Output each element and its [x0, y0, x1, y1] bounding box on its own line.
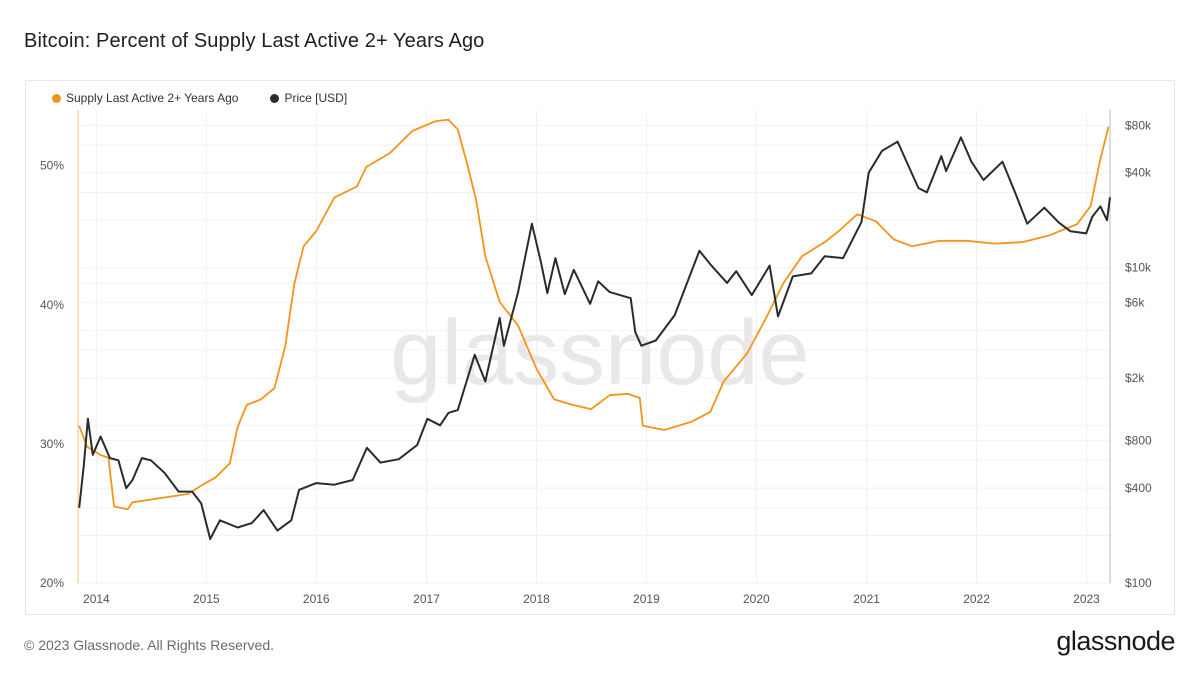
- legend-item-supply[interactable]: Supply Last Active 2+ Years Ago: [52, 91, 238, 105]
- chart-legend: Supply Last Active 2+ Years Ago Price [U…: [52, 91, 347, 105]
- x-tick-label: 2023: [1073, 592, 1100, 606]
- legend-label-price: Price [USD]: [284, 91, 348, 105]
- grid-lines: [78, 110, 1110, 584]
- x-tick-label: 2016: [303, 592, 330, 606]
- legend-dot-supply: [52, 93, 61, 103]
- series-lines: [78, 118, 1111, 540]
- series-line-supply: [78, 118, 1110, 511]
- legend-label-supply: Supply Last Active 2+ Years Ago: [66, 91, 239, 105]
- y-left-tick-label: 40%: [40, 298, 64, 312]
- series-line-price: [78, 136, 1111, 540]
- y-left-tick-label: 30%: [40, 437, 64, 451]
- y-right-tick-label: $40k: [1125, 166, 1152, 180]
- x-tick-label: 2015: [193, 592, 220, 606]
- y-right-tick-label: $800: [1125, 434, 1152, 448]
- legend-item-price[interactable]: Price [USD]: [270, 91, 347, 105]
- legend-dot-price: [270, 93, 280, 103]
- x-tick-label: 2017: [413, 592, 440, 606]
- x-tick-label: 2021: [853, 592, 880, 606]
- x-tick-label: 2019: [633, 592, 660, 606]
- x-tick-label: 2014: [83, 592, 110, 606]
- y-right-tick-label: $2k: [1125, 371, 1145, 385]
- x-tick-label: 2020: [743, 592, 770, 606]
- x-tick-label: 2022: [963, 592, 990, 606]
- copyright-text: © 2023 Glassnode. All Rights Reserved.: [24, 637, 275, 653]
- chart-title: Bitcoin: Percent of Supply Last Active 2…: [24, 30, 485, 52]
- watermark: glassnode: [390, 302, 809, 404]
- y-left-tick-label: 20%: [40, 576, 64, 590]
- y-left-tick-label: 50%: [40, 159, 64, 173]
- y-right-tick-label: $100: [1125, 576, 1152, 590]
- y-right-tick-label: $10k: [1125, 261, 1152, 275]
- y-right-tick-label: $400: [1125, 481, 1152, 495]
- y-right-tick-label: $80k: [1125, 118, 1152, 132]
- y-right-tick-label: $6k: [1125, 296, 1145, 310]
- x-tick-label: 2018: [523, 592, 550, 606]
- axes: 2014 2015 2016 2017 2018 2019 2020 2021 2022 2023…: [40, 110, 1152, 606]
- glassnode-logo[interactable]: glassnode: [1056, 626, 1175, 656]
